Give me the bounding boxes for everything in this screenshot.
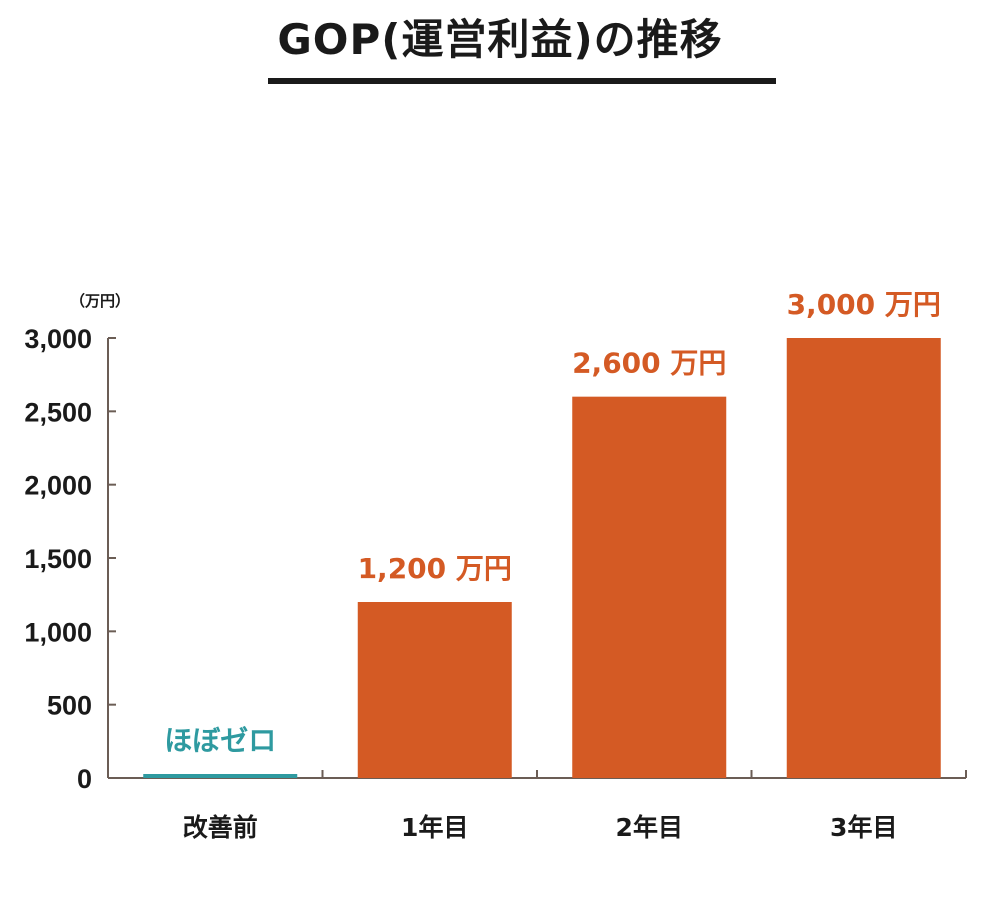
data-label: 3,000 万円 [787, 288, 941, 321]
data-labels: ほぼゼロ 1,200 万円 2,600 万円 3,000 万円 [164, 288, 941, 757]
y-tick-label: 1,500 [24, 544, 92, 574]
bar [357, 602, 512, 778]
y-tick-label: 3,000 [24, 324, 92, 354]
y-tick-label: 0 [77, 764, 92, 794]
y-tick-label: 500 [47, 691, 92, 721]
chart-title: GOP(運営利益)の推移 [277, 15, 723, 64]
category-label: 1年目 [401, 813, 468, 842]
bars [143, 338, 941, 778]
data-label: ほぼゼロ [164, 724, 276, 757]
y-axis-unit-label: （万円） [70, 292, 130, 310]
data-label: 1,200 万円 [358, 552, 512, 585]
bar [572, 396, 727, 778]
y-tick-label: 2,000 [24, 471, 92, 501]
bar [786, 338, 941, 778]
y-tick-label: 2,500 [24, 397, 92, 427]
category-labels: 改善前 1年目 2年目 3年目 [183, 813, 898, 842]
y-tick-label: 1,000 [24, 617, 92, 647]
data-label: 2,600 万円 [572, 347, 726, 380]
category-label: 2年目 [616, 813, 683, 842]
title-underline [268, 78, 776, 84]
y-axis-ticks: 0 500 1,000 1,500 2,000 2,500 3,000 [24, 324, 116, 794]
category-label: 3年目 [830, 813, 897, 842]
category-label: 改善前 [183, 813, 258, 842]
bar [143, 774, 298, 778]
